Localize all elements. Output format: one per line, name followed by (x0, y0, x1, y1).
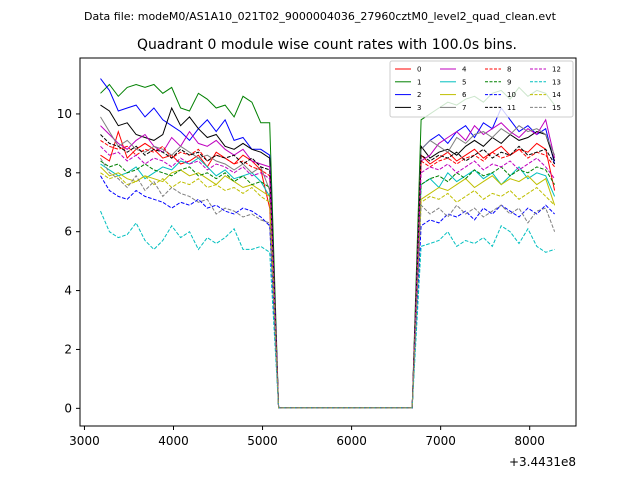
legend-label-3: 3 (417, 104, 421, 112)
series-line-10 (100, 175, 555, 409)
series-line-2 (100, 78, 556, 409)
series-line-13 (100, 210, 555, 409)
x-tick-label: 8000 (514, 434, 545, 448)
y-tick-label: 0 (64, 401, 72, 415)
series-line-4 (100, 118, 556, 409)
legend-label-1: 1 (417, 78, 421, 86)
legend-label-2: 2 (417, 91, 421, 99)
legend-box (389, 60, 574, 118)
legend-label-15: 15 (552, 104, 561, 112)
series-line-0 (100, 129, 556, 409)
legend-label-10: 10 (507, 91, 516, 99)
y-tick-label: 8 (64, 166, 72, 180)
y-tick-label: 10 (57, 107, 72, 121)
series-line-15 (100, 157, 556, 409)
series-line-3 (100, 104, 556, 409)
series-line-5 (100, 157, 556, 409)
x-tick-label: 6000 (336, 434, 367, 448)
y-tick-label: 6 (64, 225, 72, 239)
x-tick-label: 4000 (158, 434, 189, 448)
legend-label-14: 14 (552, 91, 561, 99)
legend-label-12: 12 (552, 66, 561, 74)
plot-frame (79, 57, 577, 427)
legend-label-6: 6 (462, 91, 467, 99)
chart-title: Quadrant 0 module wise count rates with … (137, 37, 517, 53)
legend-label-7: 7 (462, 104, 466, 112)
legend-label-8: 8 (507, 66, 511, 74)
plot-lines (100, 78, 556, 409)
x-tick-label: 5000 (247, 434, 278, 448)
series-line-14 (100, 172, 555, 409)
series-line-8 (100, 139, 555, 409)
legend-label-13: 13 (552, 78, 561, 86)
x-axis: 3000 4000 5000 6000 7000 8000 (69, 426, 545, 448)
legend-label-4: 4 (462, 66, 467, 74)
y-tick-label: 2 (64, 342, 72, 356)
series-line-9 (100, 160, 556, 409)
series-line-6 (100, 166, 556, 409)
series-line-7 (100, 116, 556, 409)
figure-suptitle: Data file: modeM0/AS1A10_021T02_90000040… (84, 10, 557, 23)
series-line-12 (100, 145, 555, 409)
y-axis: 0 2 4 6 8 10 (57, 107, 80, 415)
x-tick-label: 7000 (425, 434, 456, 448)
x-tick-label: 3000 (69, 434, 100, 448)
x-offset-label: +3.4431e8 (509, 455, 576, 469)
legend-label-11: 11 (507, 104, 516, 112)
legend-label-9: 9 (507, 78, 511, 86)
legend-label-0: 0 (417, 66, 421, 74)
legend-label-5: 5 (462, 78, 466, 86)
y-tick-label: 4 (64, 284, 72, 298)
